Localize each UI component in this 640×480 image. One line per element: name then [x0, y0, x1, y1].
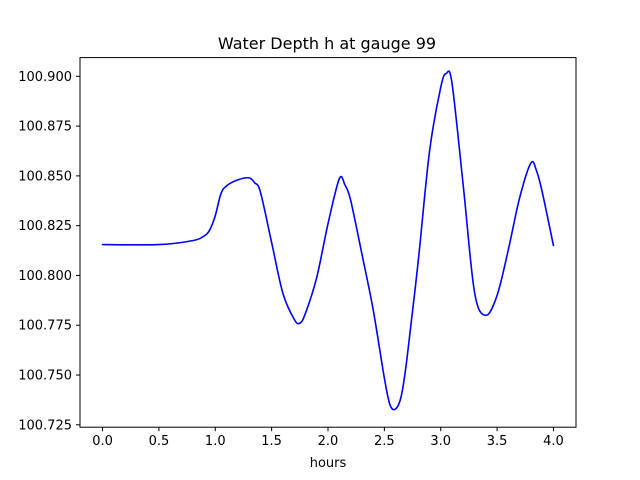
series-line	[101, 70, 555, 411]
y-tick-label: 100.875	[18, 120, 72, 135]
y-tick-label: 100.725	[18, 418, 72, 433]
x-axis-label: hours	[310, 456, 347, 471]
x-tick-label: 1.5	[261, 434, 282, 449]
x-tick-label: 4.0	[543, 434, 564, 449]
y-tick-label: 100.825	[18, 219, 72, 234]
y-tick-label: 100.750	[18, 369, 72, 384]
x-tick-label: 0.5	[149, 434, 170, 449]
plot-area	[101, 70, 555, 411]
x-axis: 0.0 0.5 1.0 1.5 2.0 2.5 3.0 3.5 4.0	[92, 427, 564, 449]
y-tick-label: 100.800	[18, 269, 72, 284]
y-tick-label: 100.850	[18, 169, 72, 184]
y-tick-label: 100.775	[18, 319, 72, 334]
x-tick-label: 3.0	[430, 434, 451, 449]
x-tick-label: 2.5	[374, 434, 395, 449]
x-tick-label: 2.0	[318, 434, 339, 449]
x-tick-label: 1.0	[205, 434, 226, 449]
x-tick-label: 3.5	[487, 434, 508, 449]
x-tick-label: 0.0	[92, 434, 113, 449]
y-tick-label: 100.900	[18, 70, 72, 85]
y-axis: 100.725 100.750 100.775 100.800 100.825 100.8…	[18, 70, 80, 433]
chart-title: Water Depth h at gauge 99	[218, 34, 436, 53]
